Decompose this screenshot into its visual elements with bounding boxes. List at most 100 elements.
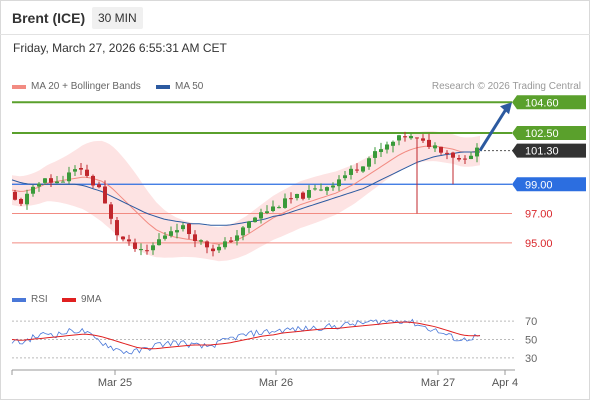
candle-body xyxy=(439,146,443,153)
candle-body xyxy=(79,168,83,170)
candle-body xyxy=(199,240,203,242)
candle-body xyxy=(241,227,245,236)
level-label-text: 97.00 xyxy=(525,209,553,221)
candle-body xyxy=(25,193,29,205)
candle-body xyxy=(397,135,401,141)
candle-body xyxy=(13,191,17,200)
level-label-text: 95.00 xyxy=(525,238,553,250)
rsi-tick-label: 30 xyxy=(525,353,537,365)
candle-body xyxy=(313,188,317,190)
level-label-text: 101.30 xyxy=(525,146,559,158)
candle-body xyxy=(259,212,263,219)
candle-body xyxy=(415,137,419,139)
candle-body xyxy=(139,249,143,251)
candle-body xyxy=(349,168,353,175)
legend-rsi-label: RSI xyxy=(31,294,48,305)
candle-body xyxy=(19,199,23,204)
candle-body xyxy=(157,239,161,246)
candle-body xyxy=(463,158,467,160)
level-label-text: 104.60 xyxy=(525,97,559,109)
legend-ma50: MA 50 xyxy=(156,81,203,92)
timestamp: Friday, March 27, 2026 6:55:31 AM CET xyxy=(13,41,227,55)
projection-arrow-head xyxy=(500,102,512,115)
candle-body xyxy=(121,236,125,240)
projection-arrow-shaft xyxy=(478,108,508,152)
timeframe-button[interactable]: 30 MIN xyxy=(92,7,143,29)
candle-body xyxy=(85,169,89,176)
candle-body xyxy=(433,145,437,149)
candle-body xyxy=(49,178,53,183)
level-label-101-30: 101.30 xyxy=(512,143,586,158)
candle-body xyxy=(355,169,359,171)
candle-body xyxy=(367,158,371,167)
candle-body xyxy=(115,220,119,236)
instrument-title: Brent (ICE) xyxy=(12,10,86,26)
candle-body xyxy=(103,186,107,204)
candle-body xyxy=(109,204,113,219)
candle-body xyxy=(271,206,275,212)
level-label-box xyxy=(512,143,586,158)
candle-body xyxy=(91,175,95,186)
candle-body xyxy=(229,240,233,242)
candle-body xyxy=(67,172,71,182)
candle-body xyxy=(289,198,293,200)
candle-body xyxy=(55,181,59,184)
candle-body xyxy=(427,139,431,147)
candle-body xyxy=(457,158,461,160)
candle-body xyxy=(445,152,449,154)
legend-rsi-ma: 9MA xyxy=(62,294,102,305)
candle-body xyxy=(223,241,227,248)
candle-body xyxy=(43,178,47,183)
level-label-102-50: 102.50 xyxy=(512,126,586,141)
candle-body xyxy=(475,147,479,157)
candle-body xyxy=(217,246,221,251)
candle-body xyxy=(133,242,137,249)
candle-body xyxy=(295,193,299,199)
candle-body xyxy=(283,198,287,208)
level-label-text: 99.00 xyxy=(525,179,553,191)
candle-body xyxy=(391,141,395,146)
x-tick-label: Mar 26 xyxy=(259,377,293,389)
candle-body xyxy=(61,181,65,183)
candle-body xyxy=(319,189,323,191)
legend-ma50-label: MA 50 xyxy=(175,81,204,92)
candle-body xyxy=(361,166,365,172)
header-bar: Brent (ICE) 30 MIN xyxy=(0,0,590,35)
candle-body xyxy=(97,184,101,188)
candle-body xyxy=(163,235,167,239)
legend-ma20: MA 20 + Bollinger Bands xyxy=(12,81,141,92)
candle-body xyxy=(145,250,149,252)
rsi-tick-label: 50 xyxy=(525,335,537,347)
bollinger-band-area xyxy=(12,131,480,262)
candle-body xyxy=(151,245,155,251)
candle-body xyxy=(205,241,209,248)
candle-body xyxy=(301,192,305,199)
candle-body xyxy=(385,144,389,150)
candle-body xyxy=(469,155,473,160)
candle-body xyxy=(379,149,383,152)
level-label-text: 102.50 xyxy=(525,128,559,140)
x-tick-label: Mar 27 xyxy=(421,377,455,389)
candle-body xyxy=(265,211,269,213)
candle-body xyxy=(169,231,173,236)
candle-body xyxy=(277,207,281,209)
level-label-95-00: 95.00 xyxy=(525,238,553,250)
rsi-tick-label: 70 xyxy=(525,316,537,328)
ma50-swatch xyxy=(156,84,170,89)
candle-body xyxy=(31,186,35,194)
legend-rsi: RSI xyxy=(12,294,48,305)
rsi-ma-line xyxy=(11,321,480,350)
candle-body xyxy=(331,185,335,188)
candle-body xyxy=(253,217,257,223)
candle-body xyxy=(373,151,377,158)
level-label-box xyxy=(512,95,586,110)
level-label-box xyxy=(512,126,586,141)
candle-body xyxy=(235,235,239,241)
rsi-line xyxy=(11,318,481,355)
x-tick-label: Mar 25 xyxy=(98,377,132,389)
candle-body xyxy=(73,169,77,172)
candle-body xyxy=(421,138,425,141)
candle-body xyxy=(175,230,179,233)
candle-body xyxy=(211,248,215,252)
